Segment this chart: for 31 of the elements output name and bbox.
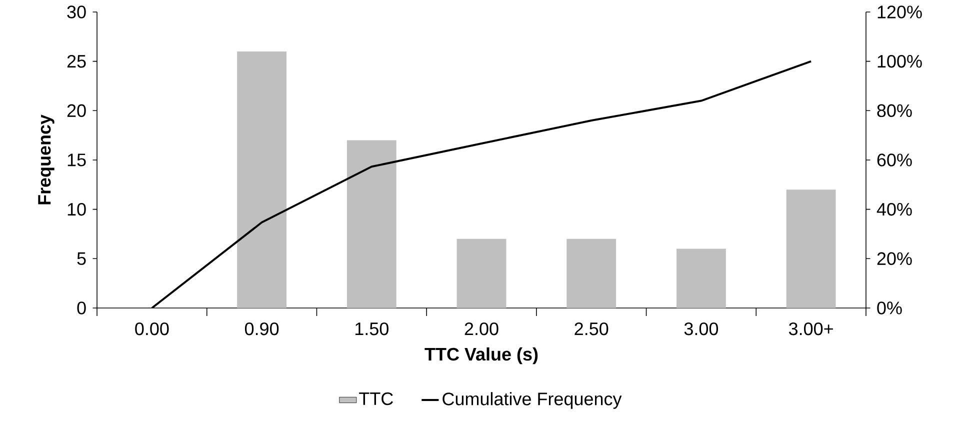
- y2-tick-label: 80%: [877, 104, 912, 118]
- y2-tick-label: 20%: [877, 252, 912, 266]
- x-tick-label: 3.00+: [788, 322, 833, 336]
- x-axis-title: TTC Value (s): [424, 347, 538, 364]
- y2-tick-label: 120%: [878, 6, 922, 18]
- y-tick-label: 30: [67, 6, 86, 18]
- x-tick-label: 1.50: [355, 322, 388, 336]
- y-tick-label: 25: [67, 54, 86, 68]
- y-tick-label: 15: [68, 154, 86, 166]
- bar: [346, 140, 396, 308]
- y2-tick-label: 100%: [878, 54, 922, 68]
- x-tick-label: 3.00: [684, 322, 718, 336]
- x-tick-label: 0.00: [135, 322, 169, 336]
- y-axis-title: Frequency: [38, 114, 54, 204]
- bar: [237, 51, 287, 308]
- y2-tick-label: 60%: [877, 154, 912, 166]
- bar: [676, 248, 726, 308]
- bar: [456, 238, 506, 308]
- bar: [786, 190, 836, 308]
- y2-tick-label: 0%: [877, 302, 902, 314]
- legend-label: Cumulative Frequency: [442, 392, 622, 409]
- x-tick-label: 2.00: [464, 322, 498, 336]
- bar: [566, 238, 616, 308]
- legend-label: TTC: [359, 392, 393, 406]
- y-tick-label: 20: [67, 104, 86, 118]
- y-tick-label: 10: [68, 202, 86, 216]
- y2-tick-label: 40%: [876, 202, 912, 216]
- y-tick-label: 0: [77, 302, 86, 314]
- y-tick-label: 5: [77, 252, 86, 265]
- x-tick-label: 2.50: [574, 322, 608, 336]
- x-tick-label: 0.90: [244, 322, 279, 336]
